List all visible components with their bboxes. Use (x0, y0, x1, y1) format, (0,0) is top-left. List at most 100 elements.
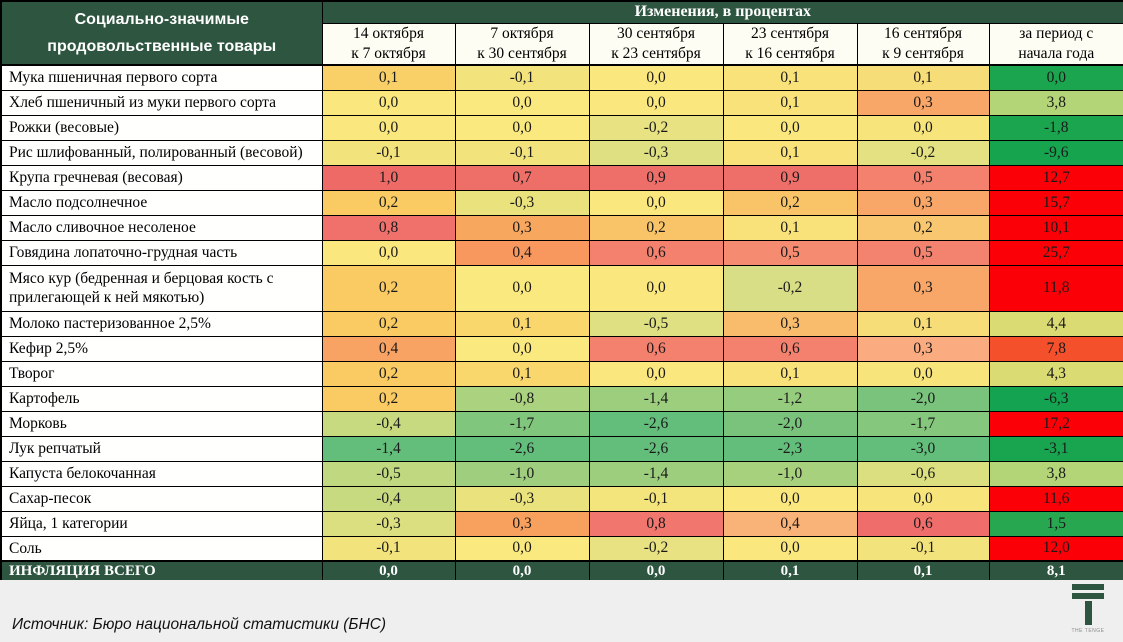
product-name: Творог (0, 360, 323, 387)
value-cell: -0,1 (588, 485, 724, 512)
column-header: 14 октября к 7 октября (321, 22, 456, 66)
column-header: 16 сентября к 9 сентября (856, 22, 990, 66)
value-cell: 0,2 (321, 189, 456, 216)
table-row: Кефир 2,5% 0,4 0,0 0,6 0,6 0,3 7,8 (0, 335, 1123, 362)
footer: Источник: Бюро национальной статистики (… (0, 580, 1123, 642)
product-name: Соль (0, 535, 323, 562)
table-row: Хлеб пшеничный из муки первого сорта 0,0 0… (0, 89, 1123, 116)
value-cell: -2,6 (454, 435, 590, 462)
value-cell: -1,4 (321, 435, 456, 462)
value-cell: 0,4 (722, 510, 858, 537)
value-cell: -2,6 (588, 410, 724, 437)
value-cell: 0,3 (722, 310, 858, 337)
value-cell: 0,0 (454, 264, 590, 312)
table-row: Капуста белокочанная -0,5 -1,0 -1,4 -1,0 -0,6… (0, 460, 1123, 487)
value-cell: -1,8 (988, 114, 1123, 141)
product-name: Молоко пастеризованное 2,5% (0, 310, 323, 337)
product-name: Капуста белокочанная (0, 460, 323, 487)
table-row: Соль -0,1 0,0 -0,2 0,0 -0,1 12,0 (0, 535, 1123, 562)
product-name: Сахар-песок (0, 485, 323, 512)
table-row: Рис шлифованный, полированный (весовой) -… (0, 139, 1123, 166)
value-cell: 0,1 (321, 64, 456, 91)
tenge-icon (1072, 584, 1104, 625)
value-cell: 0,6 (722, 335, 858, 362)
value-cell: 0,3 (856, 264, 990, 312)
value-cell: -2,0 (722, 410, 858, 437)
product-name: Рис шлифованный, полированный (весовой) (0, 139, 323, 166)
value-cell: 0,0 (588, 89, 724, 116)
value-cell: 3,8 (988, 89, 1123, 116)
product-name: Яйца, 1 категории (0, 510, 323, 537)
changes-header: Изменения, в процентах (321, 0, 1123, 24)
value-cell: -0,3 (321, 510, 456, 537)
value-cell: 3,8 (988, 460, 1123, 487)
value-cell: 0,2 (321, 264, 456, 312)
value-cell: -1,0 (454, 460, 590, 487)
inflation-total-value: 0,0 (454, 560, 590, 583)
value-cell: -2,0 (856, 385, 990, 412)
table-row: Рожки (весовые) 0,0 0,0 -0,2 0,0 0,0 -1,8 (0, 114, 1123, 141)
product-name: Мука пшеничная первого сорта (0, 64, 323, 91)
value-cell: -0,5 (588, 310, 724, 337)
value-cell: 4,3 (988, 360, 1123, 387)
table-row: Морковь -0,4 -1,7 -2,6 -2,0 -1,7 17,2 (0, 410, 1123, 437)
value-cell: 0,1 (722, 64, 858, 91)
product-name: Рожки (весовые) (0, 114, 323, 141)
value-cell: 0,0 (856, 114, 990, 141)
value-cell: 0,0 (454, 89, 590, 116)
product-name: Масло сливочное несоленое (0, 214, 323, 241)
value-cell: -2,6 (588, 435, 724, 462)
value-cell: -0,4 (321, 485, 456, 512)
value-cell: 0,1 (454, 310, 590, 337)
inflation-total-value: 0,1 (722, 560, 858, 583)
value-cell: -0,2 (588, 114, 724, 141)
value-cell: 0,5 (856, 164, 990, 191)
value-cell: -0,1 (321, 535, 456, 562)
value-cell: 0,6 (588, 335, 724, 362)
value-cell: 0,1 (722, 139, 858, 166)
value-cell: 0,2 (722, 189, 858, 216)
table-title: Социально-значимые продовольственные тов… (0, 0, 323, 66)
value-cell: 0,0 (722, 535, 858, 562)
value-cell: 0,8 (588, 510, 724, 537)
value-cell: -1,7 (454, 410, 590, 437)
value-cell: -0,2 (722, 264, 858, 312)
value-cell: 0,0 (454, 535, 590, 562)
value-cell: 0,1 (856, 64, 990, 91)
value-cell: 0,3 (856, 89, 990, 116)
value-cell: 0,2 (321, 385, 456, 412)
value-cell: -0,2 (856, 139, 990, 166)
value-cell: 0,5 (856, 239, 990, 266)
price-change-table: Социально-значимые продовольственные тов… (0, 0, 1123, 584)
value-cell: 11,8 (988, 264, 1123, 312)
inflation-total-value: 0,1 (856, 560, 990, 583)
table-row: Масло сливочное несоленое 0,8 0,3 0,2 0,1 0,2… (0, 214, 1123, 241)
product-name: Мясо кур (бедренная и берцовая кость с п… (0, 264, 323, 312)
value-cell: 0,0 (321, 114, 456, 141)
value-cell: -0,1 (454, 64, 590, 91)
value-cell: 0,8 (321, 214, 456, 241)
product-name: Масло подсолнечное (0, 189, 323, 216)
inflation-total-label: ИНФЛЯЦИЯ ВСЕГО (0, 560, 323, 583)
product-name: Кефир 2,5% (0, 335, 323, 362)
table-row: Картофель 0,2 -0,8 -1,4 -1,2 -2,0 -6,3 (0, 385, 1123, 412)
column-header: 7 октября к 30 сентября (454, 22, 590, 66)
value-cell: -0,1 (321, 139, 456, 166)
value-cell: 7,8 (988, 335, 1123, 362)
value-cell: -0,1 (856, 535, 990, 562)
value-cell: 0,3 (454, 510, 590, 537)
table-row: Сахар-песок -0,4 -0,3 -0,1 0,0 0,0 11,6 (0, 485, 1123, 512)
value-cell: 0,0 (321, 239, 456, 266)
value-cell: 10,1 (988, 214, 1123, 241)
value-cell: 0,0 (722, 114, 858, 141)
value-cell: -1,0 (722, 460, 858, 487)
value-cell: -0,8 (454, 385, 590, 412)
value-cell: 12,0 (988, 535, 1123, 562)
value-cell: 17,2 (988, 410, 1123, 437)
value-cell: 0,9 (722, 164, 858, 191)
table-row: Лук репчатый -1,4 -2,6 -2,6 -2,3 -3,0 -3,1 (0, 435, 1123, 462)
value-cell: 0,0 (588, 64, 724, 91)
product-name: Говядина лопаточно-грудная часть (0, 239, 323, 266)
value-cell: 11,6 (988, 485, 1123, 512)
